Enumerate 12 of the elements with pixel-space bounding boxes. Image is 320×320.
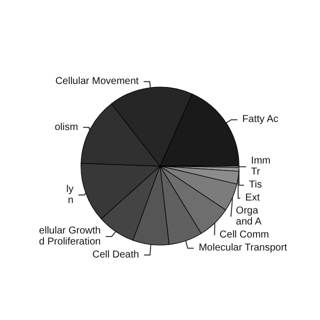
slice-label: Fatty Ac <box>242 114 278 126</box>
slice-label: Cellular Movement <box>55 76 139 88</box>
slice-label: Tis <box>249 180 262 191</box>
slice-label: ly n <box>66 184 74 206</box>
slice-label: Molecular Transport <box>198 242 288 254</box>
slice-label: Imm Tr <box>251 156 270 178</box>
slice-label: Cell Death <box>92 250 140 261</box>
slice-label: ellular Growth d Proliferation <box>39 226 101 248</box>
slice-label: olism <box>54 122 78 133</box>
slice-label: Orga and A <box>236 206 262 228</box>
slice-label: Cell Comm <box>220 230 269 241</box>
slice-label: Ext <box>245 192 260 204</box>
